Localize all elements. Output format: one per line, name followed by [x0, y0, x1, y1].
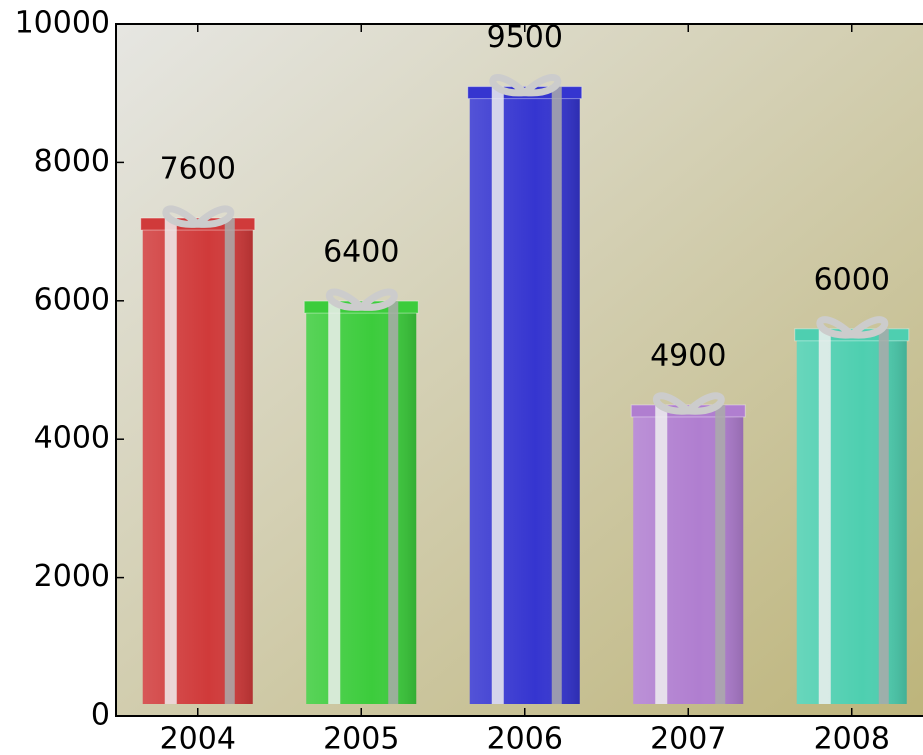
x-tick-label: 2004: [160, 722, 236, 755]
ribbon: [655, 404, 668, 704]
value-label: 7600: [160, 152, 236, 187]
value-label: 9500: [487, 20, 563, 55]
gift-shade: [469, 86, 580, 705]
x-tick-label: 2007: [650, 722, 726, 755]
value-label: 6000: [814, 262, 890, 297]
x-tick-label: 2006: [487, 722, 563, 755]
value-label: 6400: [323, 235, 399, 270]
ribbon: [878, 328, 889, 704]
x-tick-label: 2005: [323, 722, 399, 755]
value-label: 4900: [650, 338, 726, 373]
ribbon: [328, 301, 341, 704]
ribbon: [818, 328, 831, 704]
y-tick-label: 10000: [15, 6, 110, 41]
gift-shade: [142, 218, 253, 704]
y-tick-label: 6000: [34, 282, 110, 317]
y-tick-label: 2000: [34, 559, 110, 594]
x-tick-label: 2008: [814, 722, 890, 755]
y-tick-label: 0: [91, 698, 110, 733]
bow: [816, 316, 889, 339]
bow: [325, 288, 398, 311]
ribbon: [164, 218, 177, 704]
bow: [652, 392, 725, 415]
ribbon: [491, 86, 504, 705]
ribbon: [551, 86, 562, 705]
gift-shade: [306, 301, 417, 704]
bow: [489, 74, 562, 97]
ribbon: [715, 404, 726, 704]
gift-shade: [796, 328, 907, 704]
ribbon: [388, 301, 399, 704]
y-tick-label: 8000: [34, 144, 110, 179]
bow: [162, 205, 235, 228]
y-tick-label: 4000: [34, 421, 110, 456]
gift-shade: [633, 404, 744, 704]
ribbon: [224, 218, 235, 704]
